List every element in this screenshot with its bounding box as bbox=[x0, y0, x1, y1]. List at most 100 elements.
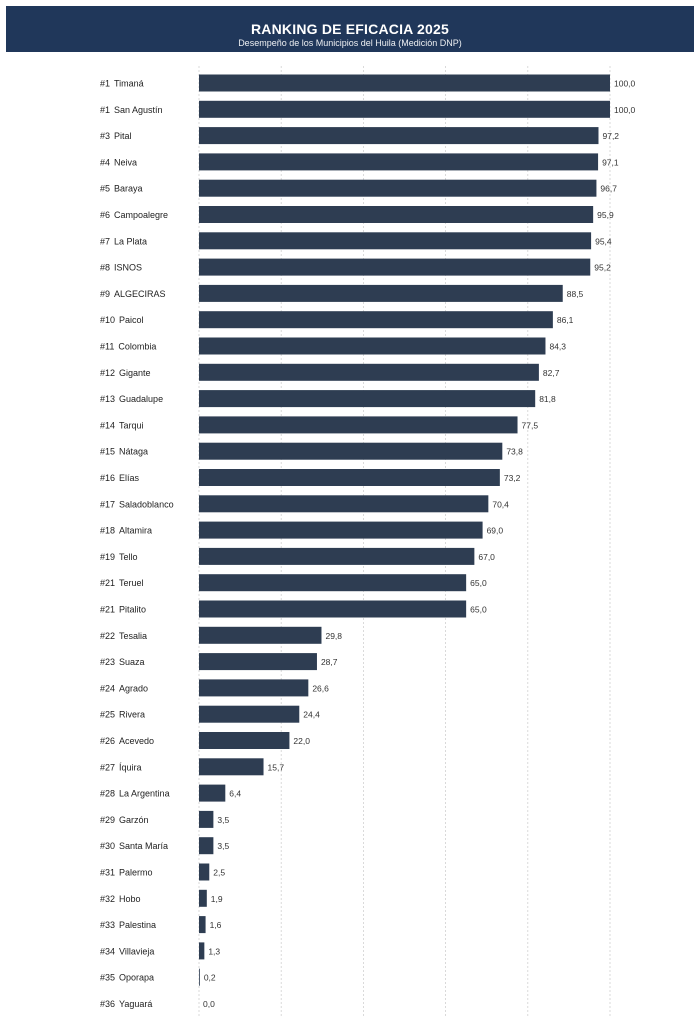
bar bbox=[199, 679, 309, 697]
row-label: #33 Palestina bbox=[100, 920, 156, 930]
bar bbox=[199, 968, 200, 986]
rank-label: #12 bbox=[100, 368, 115, 378]
value-label: 1,3 bbox=[208, 946, 220, 956]
municipality-label: ISNOS bbox=[114, 263, 142, 273]
rank-label: #1 bbox=[100, 105, 110, 115]
municipality-label: Altamira bbox=[119, 526, 152, 536]
row-label: #36 Yaguará bbox=[100, 999, 152, 1009]
row-label: #26 Acevedo bbox=[100, 736, 154, 746]
rank-label: #11 bbox=[100, 342, 114, 352]
row-label: #11 Colombia bbox=[100, 342, 156, 352]
row-labels: #1 Timaná #1 San Agustín #3 Pital #4 Neiva #5 Bar… bbox=[100, 79, 174, 1010]
rank-label: #21 bbox=[100, 605, 115, 615]
bar bbox=[199, 547, 475, 565]
row-label: #19 Tello bbox=[100, 552, 138, 562]
bar bbox=[199, 258, 591, 276]
value-label: 65,0 bbox=[470, 605, 487, 615]
bar bbox=[199, 74, 610, 92]
municipality-label: Tesalia bbox=[119, 631, 147, 641]
bar bbox=[199, 337, 546, 355]
row-label: #1 Timaná bbox=[100, 79, 144, 89]
rank-label: #16 bbox=[100, 473, 115, 483]
value-label: 2,5 bbox=[213, 868, 225, 878]
row-label: #27 Íquira bbox=[100, 762, 142, 772]
municipality-label: Rivera bbox=[119, 710, 145, 720]
row-label: #35 Oporapa bbox=[100, 973, 154, 983]
row-label: #18 Altamira bbox=[100, 526, 152, 536]
value-label: 69,0 bbox=[487, 526, 504, 536]
municipality-label: Palermo bbox=[119, 868, 153, 878]
bars bbox=[199, 74, 610, 986]
value-label: 81,8 bbox=[539, 394, 556, 404]
value-label: 77,5 bbox=[522, 420, 539, 430]
municipality-label: Timaná bbox=[114, 79, 144, 89]
value-label: 73,8 bbox=[506, 447, 523, 457]
rank-label: #14 bbox=[100, 420, 115, 430]
row-label: #14 Tarqui bbox=[100, 420, 144, 430]
rank-label: #4 bbox=[100, 157, 110, 167]
row-label: #17 Saladoblanco bbox=[100, 499, 174, 509]
row-label: #23 Suaza bbox=[100, 657, 145, 667]
rank-label: #34 bbox=[100, 946, 115, 956]
bar bbox=[199, 206, 594, 223]
municipality-label: Gigante bbox=[119, 368, 151, 378]
municipality-label: Íquira bbox=[119, 762, 142, 772]
municipality-label: Palestina bbox=[119, 920, 156, 930]
rank-label: #31 bbox=[100, 868, 115, 878]
row-label: #31 Palermo bbox=[100, 868, 153, 878]
value-labels: 100,0 100,0 97,2 97,1 96,7 95,9 95,4 95,2 88,5 86… bbox=[203, 79, 636, 1010]
value-label: 0,0 bbox=[203, 999, 215, 1009]
bar bbox=[199, 442, 503, 460]
row-label: #21 Pitalito bbox=[100, 605, 146, 615]
value-label: 0,2 bbox=[204, 973, 216, 983]
rank-label: #29 bbox=[100, 815, 115, 825]
bar bbox=[199, 626, 322, 644]
rank-label: #27 bbox=[100, 762, 115, 772]
municipality-label: Santa María bbox=[119, 841, 168, 851]
bar bbox=[199, 810, 214, 828]
rank-label: #23 bbox=[100, 657, 115, 667]
rank-label: #25 bbox=[100, 710, 115, 720]
rank-label: #33 bbox=[100, 920, 115, 930]
rank-label: #21 bbox=[100, 578, 115, 588]
bar bbox=[199, 600, 467, 618]
value-label: 84,3 bbox=[549, 342, 566, 352]
municipality-label: Paicol bbox=[119, 315, 144, 325]
bar bbox=[199, 837, 214, 855]
value-label: 3,5 bbox=[217, 815, 229, 825]
municipality-label: Nátaga bbox=[119, 447, 148, 457]
municipality-label: Yaguará bbox=[119, 999, 152, 1009]
row-label: #4 Neiva bbox=[100, 157, 137, 167]
bar bbox=[199, 179, 597, 197]
municipality-label: Agrado bbox=[119, 683, 148, 693]
value-label: 73,2 bbox=[504, 473, 521, 483]
value-label: 95,4 bbox=[595, 236, 612, 246]
municipality-label: Pitalito bbox=[119, 605, 146, 615]
rank-label: #13 bbox=[100, 394, 115, 404]
value-label: 6,4 bbox=[229, 789, 241, 799]
rank-label: #7 bbox=[100, 236, 110, 246]
row-label: #30 Santa María bbox=[100, 841, 168, 851]
rank-label: #1 bbox=[100, 79, 110, 89]
municipality-label: Elías bbox=[119, 473, 140, 483]
value-label: 95,2 bbox=[594, 263, 611, 273]
rank-label: #8 bbox=[100, 263, 110, 273]
row-label: #7 La Plata bbox=[100, 236, 147, 246]
value-label: 100,0 bbox=[614, 105, 636, 115]
municipality-label: Saladoblanco bbox=[119, 499, 174, 509]
value-label: 15,7 bbox=[268, 762, 285, 772]
municipality-label: Baraya bbox=[114, 184, 143, 194]
bar bbox=[199, 705, 300, 723]
value-label: 97,1 bbox=[602, 157, 619, 167]
municipality-label: Campoalegre bbox=[114, 210, 168, 220]
rank-label: #10 bbox=[100, 315, 115, 325]
row-label: #28 La Argentina bbox=[100, 789, 170, 799]
rank-label: #18 bbox=[100, 526, 115, 536]
rank-label: #30 bbox=[100, 841, 115, 851]
rank-label: #35 bbox=[100, 973, 115, 983]
value-label: 26,6 bbox=[312, 683, 329, 693]
row-label: #10 Paicol bbox=[100, 315, 144, 325]
bar bbox=[199, 653, 317, 671]
bar bbox=[199, 311, 553, 329]
